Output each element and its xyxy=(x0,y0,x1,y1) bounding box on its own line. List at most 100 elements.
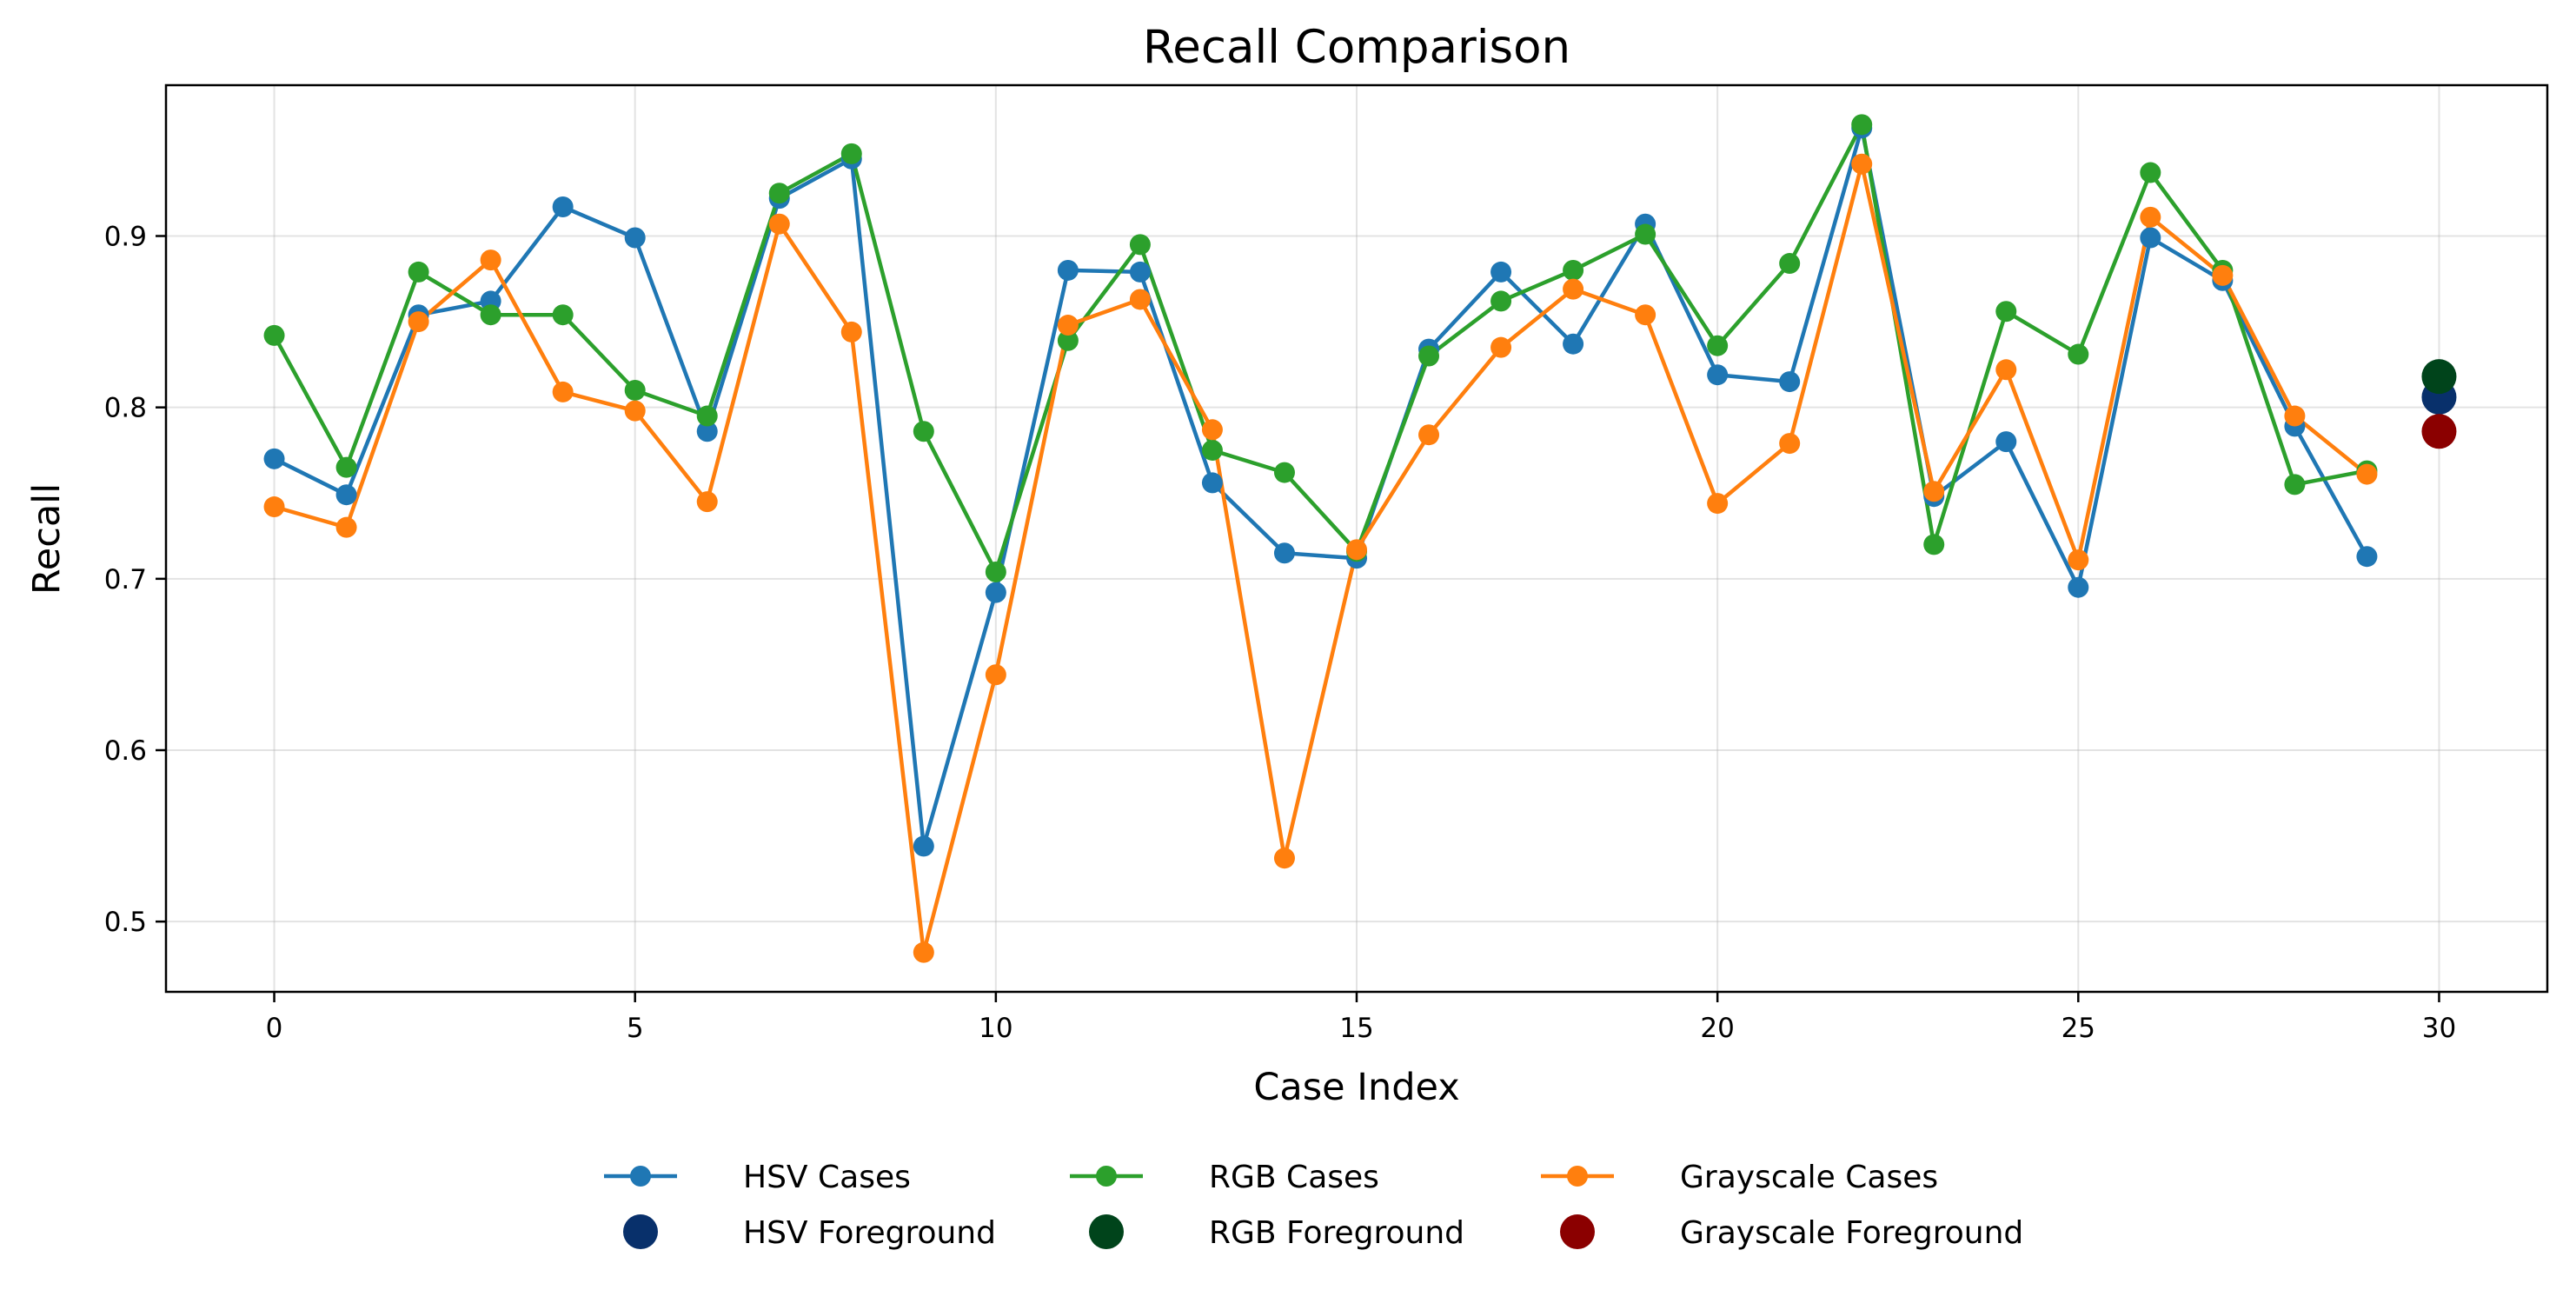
grayscale-cases-point xyxy=(1129,289,1151,310)
y-axis-ticks: 0.5 0.6 0.7 0.8 0.9 xyxy=(104,222,166,938)
grayscale-cases-point xyxy=(1779,433,1801,455)
rgb-cases-point xyxy=(1707,335,1729,356)
hsv-foreground-legend-marker xyxy=(623,1214,658,1249)
grayscale-cases-point xyxy=(263,496,285,518)
grayscale-cases-point xyxy=(696,491,718,513)
rgb-cases-point xyxy=(1923,534,1945,555)
grayscale-cases-point xyxy=(1995,359,2017,381)
hsv-cases-point xyxy=(1995,431,2017,453)
rgb-cases-point xyxy=(1779,253,1801,275)
rgb-cases-point xyxy=(335,456,357,478)
x-axis-label: Case Index xyxy=(1253,1066,1459,1109)
y-tick-label: 0.9 xyxy=(104,222,147,253)
grayscale-cases-point xyxy=(1851,153,1873,175)
grayscale-cases-point xyxy=(1635,304,1656,326)
hsv-foreground-legend-label: HSV Foreground xyxy=(743,1215,996,1251)
hsv-cases-point xyxy=(1129,261,1151,283)
hsv-cases-point xyxy=(624,227,646,249)
rgb-cases-point xyxy=(696,405,718,427)
grayscale-cases-point xyxy=(2284,405,2306,427)
grayscale-cases-point xyxy=(552,381,574,402)
rgb-cases-legend-marker xyxy=(1096,1166,1117,1187)
grayscale-cases-point xyxy=(2212,264,2234,286)
rgb-cases-point xyxy=(768,183,790,204)
grayscale-cases-point xyxy=(1707,493,1729,515)
hsv-cases-point xyxy=(985,582,1006,603)
rgb-cases-point xyxy=(1851,114,1873,136)
x-tick-label: 20 xyxy=(1700,1013,1734,1044)
hsv-cases-point xyxy=(913,835,934,857)
rgb-cases-point xyxy=(1635,223,1656,245)
grayscale-cases-point xyxy=(768,213,790,235)
hsv-cases-point xyxy=(2140,227,2161,249)
grayscale-cases-point xyxy=(840,321,862,342)
grayscale-cases-point xyxy=(335,516,357,538)
y-tick-label: 0.6 xyxy=(104,735,147,767)
data-points xyxy=(263,114,2378,963)
grayscale-cases-line xyxy=(273,162,2368,954)
grayscale-cases-point xyxy=(1346,539,1367,561)
rgb-foreground-point xyxy=(2421,359,2457,395)
hsv-cases-legend-label: HSV Cases xyxy=(743,1160,911,1195)
hsv-cases-point xyxy=(552,196,574,217)
rgb-foreground-legend-label: RGB Foreground xyxy=(1209,1215,1464,1251)
y-tick-label: 0.7 xyxy=(104,564,147,595)
rgb-cases-point xyxy=(624,379,646,401)
grid-lines xyxy=(166,85,2547,992)
x-tick-label: 0 xyxy=(266,1013,283,1044)
grayscale-cases-point xyxy=(2356,463,2378,485)
y-tick-label: 0.5 xyxy=(104,907,147,938)
hsv-cases-point xyxy=(1779,371,1801,393)
grayscale-cases-point xyxy=(1273,848,1295,869)
hsv-cases-point xyxy=(1563,333,1584,355)
grayscale-cases-point xyxy=(1490,336,1512,358)
rgb-cases-point xyxy=(2140,162,2161,183)
rgb-cases-point xyxy=(1273,462,1295,483)
rgb-cases-point xyxy=(1995,301,2017,322)
rgb-cases-point xyxy=(2284,474,2306,495)
grayscale-foreground-legend-label: Grayscale Foreground xyxy=(1680,1215,2023,1251)
grayscale-cases-point xyxy=(1418,424,1440,446)
grayscale-cases-point xyxy=(1201,419,1223,441)
hsv-cases-point xyxy=(2068,576,2089,598)
rgb-cases-point xyxy=(2068,343,2089,365)
rgb-cases-point xyxy=(1129,234,1151,256)
rgb-cases-point xyxy=(1201,439,1223,461)
hsv-cases-legend-marker xyxy=(630,1166,651,1187)
rgb-cases-point xyxy=(1563,259,1584,281)
grayscale-cases-point xyxy=(2068,549,2089,571)
grayscale-cases-legend-marker xyxy=(1567,1166,1588,1187)
hsv-cases-point xyxy=(1201,472,1223,494)
hsv-cases-point xyxy=(1057,259,1079,281)
grayscale-cases-point xyxy=(624,400,646,422)
rgb-cases-point xyxy=(263,324,285,346)
hsv-cases-point xyxy=(1273,542,1295,564)
rgb-cases-point xyxy=(985,561,1006,582)
x-tick-label: 30 xyxy=(2422,1013,2456,1044)
hsv-cases-point xyxy=(263,448,285,469)
hsv-cases-point xyxy=(335,484,357,506)
chart-title: Recall Comparison xyxy=(1143,21,1570,74)
rgb-cases-point xyxy=(1490,290,1512,312)
hsv-cases-point xyxy=(1707,364,1729,386)
rgb-foreground-legend-marker xyxy=(1089,1214,1124,1249)
rgb-cases-point xyxy=(552,304,574,326)
rgb-cases-point xyxy=(840,143,862,164)
hsv-cases-point xyxy=(2356,546,2378,568)
series-lines xyxy=(272,123,2369,954)
y-axis-label: Recall xyxy=(25,483,69,595)
hsv-cases-point xyxy=(696,421,718,442)
rgb-cases-legend-label: RGB Cases xyxy=(1209,1160,1379,1195)
legend: HSV Cases RGB Cases Grayscale Cases HSV For… xyxy=(604,1160,2023,1251)
grayscale-foreground-point xyxy=(2421,414,2457,449)
hsv-cases-point xyxy=(1490,261,1512,283)
grayscale-cases-point xyxy=(985,664,1006,686)
rgb-cases-point xyxy=(480,304,501,326)
rgb-cases-line xyxy=(272,123,2367,575)
foreground-points xyxy=(2421,359,2457,449)
grayscale-cases-legend-label: Grayscale Cases xyxy=(1680,1160,1938,1195)
rgb-cases-point xyxy=(1418,345,1440,367)
rgb-cases-point xyxy=(408,261,429,283)
x-tick-label: 5 xyxy=(627,1013,644,1044)
